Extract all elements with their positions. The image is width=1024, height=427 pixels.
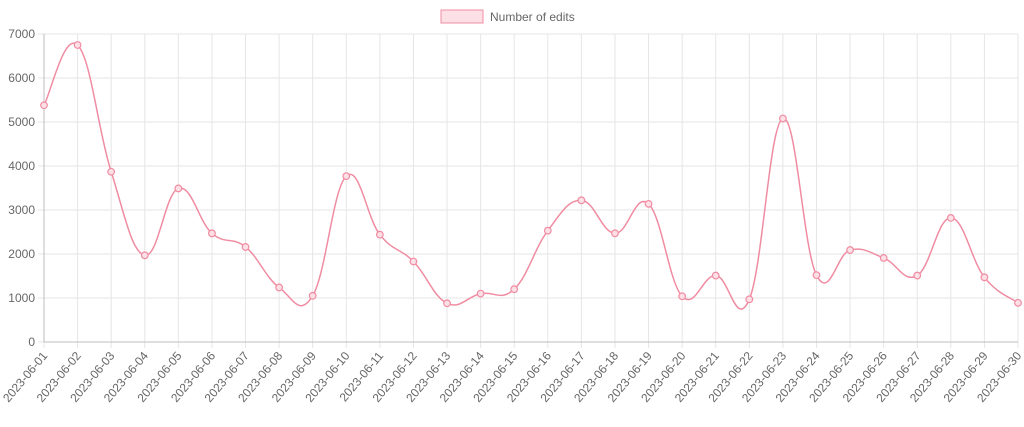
y-tick-label: 2000 [8,247,35,261]
data-point[interactable] [443,299,451,308]
axes [43,34,1018,343]
data-point[interactable] [308,291,317,300]
data-point[interactable] [644,199,653,208]
data-point[interactable] [476,289,485,298]
y-tick-label: 4000 [8,159,35,173]
data-point[interactable] [107,167,116,176]
data-point[interactable] [275,283,284,292]
data-point[interactable] [140,251,149,260]
y-tick-label: 3000 [8,203,35,217]
data-point[interactable] [778,114,787,123]
data-point[interactable] [409,257,418,266]
data-point[interactable] [1014,298,1022,307]
grid [38,33,1019,348]
series-line [43,42,1019,310]
data-point[interactable] [678,292,687,301]
x-axis-ticks: 2023-06-012023-06-022023-06-032023-06-04… [0,349,1024,405]
data-point[interactable] [174,184,183,193]
y-tick-label: 7000 [8,27,35,41]
data-point[interactable] [241,243,250,251]
data-point[interactable] [543,226,552,235]
y-tick-label: 1000 [8,291,35,305]
data-point[interactable] [879,254,888,262]
data-point[interactable] [711,271,720,280]
data-point[interactable] [342,172,351,181]
data-point[interactable] [73,41,82,49]
y-tick-label: 0 [28,335,35,349]
data-point[interactable] [846,246,854,254]
y-tick-label: 6000 [8,71,35,85]
data-point[interactable] [375,230,384,239]
legend-swatch [440,9,484,24]
y-axis-ticks: 0 1000 2000 3000 4000 5000 6000 7000 [8,27,35,349]
data-point[interactable] [40,101,48,110]
legend-label: Number of edits [490,10,575,24]
data-points [40,41,1022,308]
data-point[interactable] [812,271,821,280]
data-point[interactable] [913,271,922,280]
data-point[interactable] [577,196,586,205]
data-point[interactable] [745,295,754,304]
legend[interactable]: Number of edits [440,9,575,24]
y-tick-label: 5000 [8,115,35,129]
data-point[interactable] [611,229,619,238]
data-point[interactable] [208,229,216,238]
data-point[interactable] [946,214,955,222]
data-point[interactable] [980,273,989,282]
data-point[interactable] [510,285,519,294]
